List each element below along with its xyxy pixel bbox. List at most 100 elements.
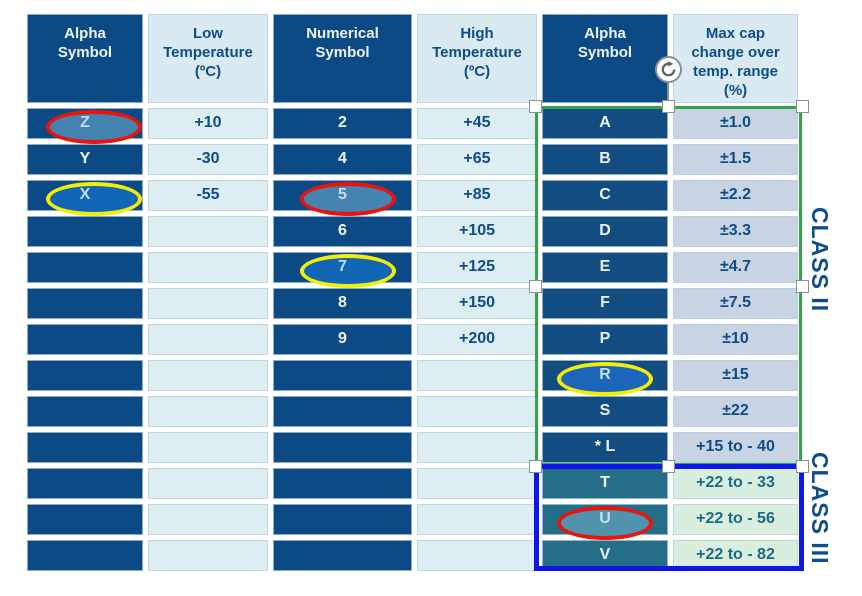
cell-low_temp-row1-text: -30 (196, 150, 220, 168)
cell-low_temp-row2-text: -55 (196, 186, 220, 204)
cell-max_cap-row12: +22 to - 82 (673, 539, 798, 571)
capacitor-code-table: Alpha Symbol Low Temperature (ºC) Numerica… (27, 14, 798, 571)
selection-handle-w[interactable] (528, 279, 542, 293)
cell-max_cap-row7: ±15 (673, 359, 798, 391)
cell-alpha1-row0-text: Z (80, 114, 90, 132)
cell-numerical-row10 (273, 467, 412, 499)
cell-high_temp-row5-text: +150 (458, 294, 496, 312)
cell-high_temp-row0: +45 (417, 107, 537, 139)
cell-alpha1-row1: Y (27, 143, 143, 175)
cell-high_temp-row1-text: +65 (463, 150, 491, 168)
cell-alpha2-row9-text: * L (594, 438, 616, 456)
cell-low_temp-row6 (148, 323, 268, 355)
cell-numerical-row6-text: 9 (338, 330, 347, 348)
cell-alpha2-row6-text: P (599, 330, 611, 348)
cell-numerical-row5: 8 (273, 287, 412, 319)
selection-handle-s[interactable] (662, 459, 675, 473)
annotation-ellipse-7[interactable] (299, 254, 396, 289)
cell-high_temp-row11 (417, 503, 537, 535)
class3-rectangle[interactable] (534, 464, 804, 571)
header-high_temp: High Temperature (ºC) (417, 14, 537, 103)
cell-high_temp-row1: +65 (417, 143, 537, 175)
cell-max_cap-row1-text: ±1.5 (719, 150, 752, 168)
cell-alpha1-row1-text: Y (79, 150, 91, 168)
selection-handle-sw[interactable] (528, 459, 542, 473)
annotation-ellipse-5[interactable] (299, 182, 396, 217)
cell-max_cap-row12-text: +22 to - 82 (696, 546, 775, 564)
cell-alpha2-row7-text: R (599, 366, 611, 384)
cell-alpha2-row3-text: D (599, 222, 611, 240)
annotation-ellipse-R[interactable] (557, 362, 653, 397)
class2-selection-rectangle[interactable] (535, 106, 802, 466)
cell-alpha2-row0: A (542, 107, 668, 139)
cell-max_cap-row0: ±1.0 (673, 107, 798, 139)
cell-max_cap-row2: ±2.2 (673, 179, 798, 211)
cell-numerical-row11 (273, 503, 412, 535)
cell-high_temp-row7 (417, 359, 537, 391)
cell-alpha2-row11-text: U (599, 510, 611, 528)
selection-handle-nw[interactable] (528, 99, 542, 113)
cell-max_cap-row10: +22 to - 33 (673, 467, 798, 499)
cell-alpha1-row8 (27, 395, 143, 427)
class2-label[interactable]: CLASS II (807, 207, 833, 313)
cell-alpha2-row4: E (542, 251, 668, 283)
header-numerical: Numerical Symbol (273, 14, 412, 103)
cell-alpha2-row4-text: E (599, 258, 611, 276)
cell-high_temp-row3: +105 (417, 215, 537, 247)
cell-alpha2-row12-text: V (599, 546, 611, 564)
cell-numerical-row6: 9 (273, 323, 412, 355)
cell-high_temp-row10 (417, 467, 537, 499)
cell-max_cap-row8-text: ±22 (722, 402, 749, 420)
cell-low_temp-row4 (148, 251, 268, 283)
cell-alpha2-row9: * L (542, 431, 668, 463)
cell-numerical-row4-text: 7 (338, 258, 347, 276)
cell-alpha2-row1: B (542, 143, 668, 175)
selection-handle-n[interactable] (662, 99, 675, 113)
rotate-handle-icon[interactable] (655, 56, 682, 83)
cell-alpha1-row2-text: X (79, 186, 91, 204)
cell-alpha2-row5-text: F (600, 294, 610, 312)
cell-numerical-row3: 6 (273, 215, 412, 247)
annotation-ellipse-X[interactable] (46, 182, 142, 217)
cell-numerical-row9 (273, 431, 412, 463)
cell-low_temp-row8 (148, 395, 268, 427)
selection-handle-se[interactable] (795, 459, 809, 473)
cell-low_temp-row3 (148, 215, 268, 247)
cell-max_cap-row3-text: ±3.3 (719, 222, 752, 240)
cell-alpha1-row9 (27, 431, 143, 463)
cell-numerical-row5-text: 8 (338, 294, 347, 312)
cell-alpha1-row12 (27, 539, 143, 571)
clockwise-arrow-icon (661, 61, 676, 77)
cell-alpha2-row6: P (542, 323, 668, 355)
cell-alpha2-row0-text: A (599, 114, 611, 132)
cell-high_temp-row0-text: +45 (463, 114, 491, 132)
cell-max_cap-row10-text: +22 to - 33 (696, 474, 775, 492)
selection-handle-e[interactable] (795, 279, 809, 293)
annotation-ellipse-Z[interactable] (46, 110, 142, 145)
cell-low_temp-row5 (148, 287, 268, 319)
cell-max_cap-row6-text: ±10 (722, 330, 749, 348)
cell-high_temp-row3-text: +105 (458, 222, 496, 240)
cell-low_temp-row12 (148, 539, 268, 571)
cell-max_cap-row6: ±10 (673, 323, 798, 355)
rotate-handle-stem (667, 82, 669, 104)
cell-max_cap-row4-text: ±4.7 (719, 258, 752, 276)
cell-max_cap-row0-text: ±1.0 (719, 114, 752, 132)
cell-numerical-row0-text: 2 (338, 114, 347, 132)
cell-high_temp-row4: +125 (417, 251, 537, 283)
cell-alpha1-row3 (27, 215, 143, 247)
cell-low_temp-row1: -30 (148, 143, 268, 175)
header-low_temp: Low Temperature (ºC) (148, 14, 268, 103)
header-max_cap: Max cap change over temp. range (%) (673, 14, 798, 103)
selection-handle-ne[interactable] (795, 99, 809, 113)
cell-alpha1-row7 (27, 359, 143, 391)
cell-low_temp-row0-text: +10 (194, 114, 222, 132)
cell-alpha1-row6 (27, 323, 143, 355)
header-low_temp-text: Low Temperature (ºC) (163, 25, 253, 81)
annotation-ellipse-U[interactable] (557, 506, 653, 541)
class3-label[interactable]: CLASS III (807, 452, 833, 565)
cell-max_cap-row11: +22 to - 56 (673, 503, 798, 535)
cell-high_temp-row12 (417, 539, 537, 571)
cell-max_cap-row5: ±7.5 (673, 287, 798, 319)
